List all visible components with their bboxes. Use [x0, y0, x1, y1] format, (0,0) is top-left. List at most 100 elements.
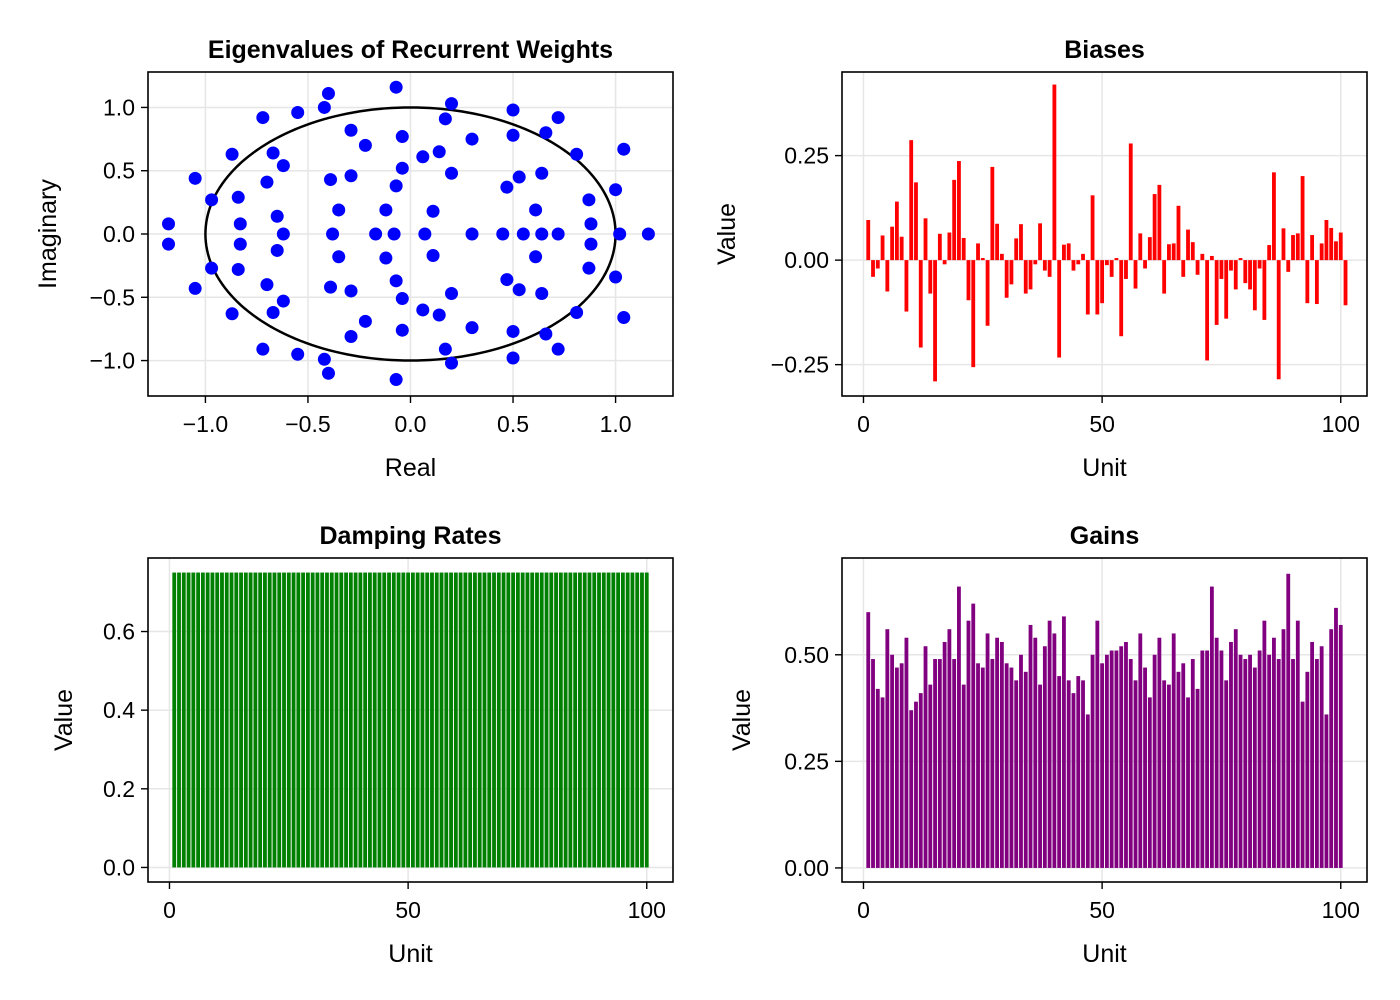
bar: [961, 684, 966, 868]
bar: [592, 572, 597, 868]
bar: [396, 572, 401, 868]
y-tick-label: −0.25: [771, 352, 829, 378]
y-axis-label: Value: [713, 203, 741, 265]
bar: [568, 572, 573, 868]
data-point: [570, 305, 584, 319]
data-point: [500, 180, 514, 194]
data-point: [445, 286, 459, 300]
bar: [1195, 260, 1200, 275]
bar: [875, 688, 880, 868]
data-point: [617, 311, 631, 325]
bar: [1334, 241, 1338, 261]
bar: [1071, 260, 1076, 271]
bar: [1233, 629, 1238, 868]
bar: [644, 572, 649, 868]
bar: [942, 641, 947, 868]
bar: [899, 663, 904, 868]
bar: [990, 659, 995, 868]
bar: [952, 179, 957, 261]
bar: [277, 572, 282, 868]
bar: [1157, 184, 1162, 261]
bar: [282, 572, 286, 868]
bar: [1062, 244, 1066, 261]
bar: [263, 572, 267, 868]
bar: [1143, 667, 1147, 868]
data-point: [551, 111, 565, 125]
bar: [1028, 260, 1033, 290]
bar: [914, 701, 918, 868]
bar: [1252, 260, 1257, 311]
bar: [1114, 650, 1119, 868]
bar: [1147, 697, 1152, 868]
bar: [382, 572, 387, 868]
bar: [573, 572, 578, 868]
bar: [1119, 260, 1124, 337]
bar: [620, 572, 625, 868]
panel-2: 0 50 100 −0.25 0.00 0.25 Biases Unit Value: [713, 36, 1368, 482]
bar: [1267, 654, 1272, 868]
bar: [420, 572, 425, 868]
bar: [1229, 260, 1233, 271]
data-point: [291, 106, 305, 119]
y-tick-label: −0.5: [90, 284, 135, 310]
bar: [1214, 637, 1219, 868]
data-point: [584, 237, 598, 251]
bar: [1276, 260, 1281, 380]
bar: [923, 646, 928, 868]
bar: [439, 572, 444, 868]
data-point: [465, 227, 479, 241]
bar: [286, 572, 291, 868]
bar: [971, 260, 976, 368]
bar: [415, 572, 420, 868]
bar: [1319, 243, 1324, 261]
data-point: [395, 161, 409, 175]
plot-area: [162, 80, 655, 387]
bar: [1319, 646, 1324, 868]
plot-area: [172, 572, 649, 868]
data-point: [529, 203, 543, 217]
bar: [1181, 663, 1186, 868]
x-axis-label: Unit: [1082, 940, 1127, 968]
bar: [1014, 238, 1019, 261]
bar: [1109, 650, 1114, 868]
bar: [1286, 260, 1291, 272]
bar: [1009, 667, 1014, 868]
bar: [1009, 260, 1014, 285]
bar: [1023, 260, 1028, 294]
data-point: [317, 352, 331, 366]
bar: [473, 572, 477, 868]
bar: [1295, 620, 1300, 868]
bar: [325, 572, 329, 868]
bar: [305, 572, 310, 868]
bar: [239, 572, 243, 868]
bar: [334, 572, 339, 868]
x-tick-label: 0.0: [395, 411, 427, 437]
data-point: [387, 227, 401, 241]
bar: [1176, 671, 1181, 868]
bar: [1062, 616, 1066, 868]
bar: [1042, 646, 1047, 868]
bar: [1267, 245, 1272, 261]
bar: [539, 572, 544, 868]
data-point: [539, 327, 553, 341]
bar: [1276, 659, 1281, 868]
data-point: [324, 173, 338, 187]
bar: [315, 572, 320, 868]
bar: [1243, 659, 1248, 868]
x-tick-label: 50: [395, 897, 421, 923]
bar: [1205, 260, 1210, 361]
data-point: [416, 303, 430, 317]
data-point: [416, 150, 430, 164]
bar: [890, 654, 895, 868]
bar: [937, 659, 942, 868]
data-point: [438, 342, 452, 356]
bar: [933, 659, 937, 868]
bar: [1085, 260, 1090, 315]
panel-1: −1.0 −0.5 0.0 0.5 1.0 −1.0 −0.5 0.0 0.5 1.0 Eigenv…: [34, 36, 674, 482]
x-tick-label: −0.5: [285, 411, 330, 437]
y-tick-label: 0.25: [784, 143, 829, 169]
bar: [894, 667, 899, 868]
bar: [453, 572, 458, 868]
bar: [995, 637, 1000, 868]
bar: [501, 572, 506, 868]
